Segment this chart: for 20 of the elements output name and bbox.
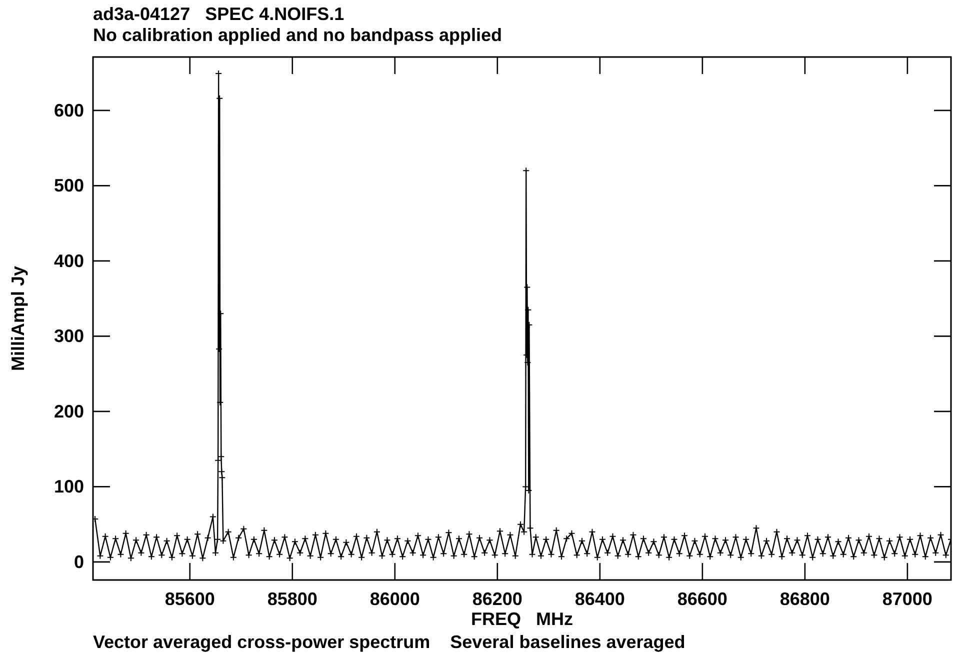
y-tick-label: 0 (74, 552, 84, 572)
chart-title: ad3a-04127 SPEC 4.NOIFS.1 (93, 4, 344, 24)
x-tick-label: 85600 (164, 589, 215, 609)
y-axis-title: MilliAmpl Jy (8, 266, 28, 372)
x-tick-label: 86200 (472, 589, 522, 609)
x-tick-label: 86400 (574, 589, 625, 609)
y-tick-label: 600 (54, 100, 84, 120)
y-tick-label: 500 (54, 176, 84, 196)
x-tick-label: 85800 (267, 589, 318, 609)
x-axis-title: FREQ MHz (471, 609, 573, 629)
x-tick-label: 86800 (780, 589, 830, 609)
text: Vector averaged cross-power spectrum Several baselines averaged (93, 632, 686, 652)
x-tick-label: 86600 (677, 589, 728, 609)
y-tick-label: 100 (54, 476, 84, 497)
chart-subtitle: No calibration applied and no bandpass applied (93, 25, 502, 45)
y-tick-label: 400 (54, 250, 84, 271)
y-tick-label: 200 (54, 401, 84, 422)
x-tick-label: 86000 (370, 589, 420, 609)
y-tick-label: 300 (54, 326, 84, 346)
x-tick-label: 87000 (882, 589, 932, 609)
